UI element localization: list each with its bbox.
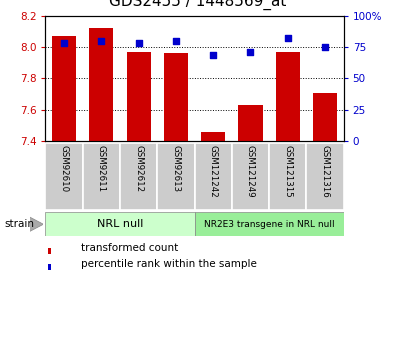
Point [173,38,179,43]
Bar [52,36,76,141]
Point [284,36,291,41]
Point [210,52,216,57]
Polygon shape [30,217,43,231]
Bar [89,28,113,141]
Bar [45,143,83,210]
Bar [232,143,269,210]
Text: GSM92612: GSM92612 [134,145,143,192]
Text: strain: strain [4,219,34,229]
Bar [307,143,344,210]
Text: NR2E3 transgene in NRL null: NR2E3 transgene in NRL null [204,220,335,229]
Bar [276,52,300,141]
Bar [201,132,225,141]
Bar [313,93,337,141]
Bar [157,143,194,210]
Text: GSM92610: GSM92610 [60,145,69,192]
Bar [49,264,51,270]
Text: NRL null: NRL null [97,219,143,229]
Bar [120,143,157,210]
Bar [49,248,51,254]
Text: GSM121249: GSM121249 [246,145,255,198]
Bar [194,212,344,236]
Text: GSM92613: GSM92613 [171,145,181,192]
Bar [83,143,120,210]
Point [61,40,67,46]
Point [322,44,328,50]
Point [247,49,254,55]
Point [135,40,142,46]
Text: GSM121242: GSM121242 [209,145,218,198]
Point [98,38,105,43]
Bar [238,105,263,141]
Bar [164,53,188,141]
Text: transformed count: transformed count [81,243,179,253]
Bar [194,143,232,210]
Text: GSM121315: GSM121315 [283,145,292,198]
Bar [269,143,307,210]
Bar [45,212,194,236]
Text: GSM92611: GSM92611 [97,145,106,192]
Text: GDS2455 / 1448569_at: GDS2455 / 1448569_at [109,0,286,10]
Text: GSM121316: GSM121316 [320,145,329,198]
Text: percentile rank within the sample: percentile rank within the sample [81,259,257,269]
Bar [126,52,151,141]
